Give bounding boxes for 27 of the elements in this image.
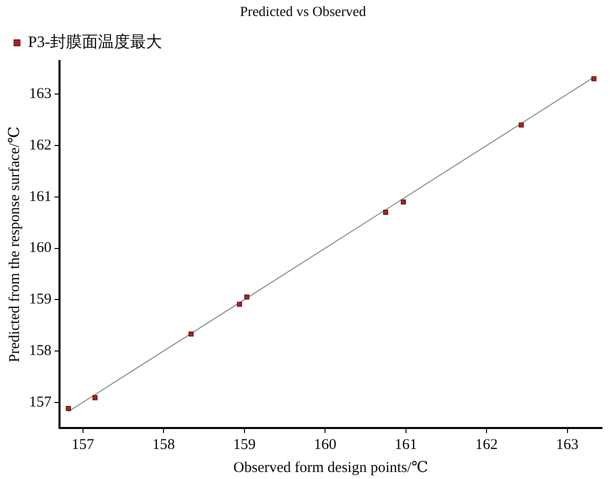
y-axis-title: Predicted from the response surface/℃ [6, 126, 23, 362]
point [400, 200, 406, 205]
x-tick-label: 162 [475, 436, 498, 453]
chart-title: Predicted vs Observed [240, 5, 366, 20]
point [591, 76, 596, 82]
point [518, 122, 524, 128]
point [188, 331, 194, 337]
y-tick-label: 163 [29, 86, 52, 102]
point [237, 302, 242, 307]
y-tick-label: 158 [29, 342, 52, 359]
y-tick-label: 159 [29, 292, 52, 308]
x-tick-label: 158 [152, 436, 175, 453]
legend-label: P3-封膜面温度最大 [28, 33, 162, 52]
x-tick-label: 159 [233, 436, 256, 453]
point [66, 406, 71, 412]
x-axis-title: Observed form design points/℃ [233, 460, 428, 476]
x-tick-label: 163 [556, 436, 579, 453]
x-tick-label: 160 [314, 436, 336, 453]
x-tick-label: 157 [72, 436, 95, 453]
y-tick-label: 162 [29, 137, 52, 154]
y-tick-label: 160 [29, 240, 52, 256]
point [244, 294, 250, 300]
y-tick-label: 157 [29, 394, 52, 410]
x-tick-label: 161 [394, 436, 418, 453]
y-tick-label: 161 [29, 188, 52, 205]
point [383, 210, 388, 215]
point [92, 395, 98, 400]
